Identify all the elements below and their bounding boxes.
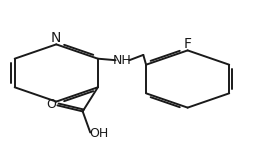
Text: N: N <box>51 31 61 45</box>
Text: NH: NH <box>113 54 131 67</box>
Text: F: F <box>184 37 192 51</box>
Text: OH: OH <box>89 128 109 140</box>
Text: O: O <box>46 98 56 111</box>
